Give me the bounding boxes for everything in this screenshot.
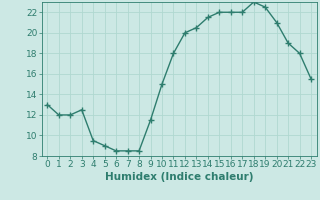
X-axis label: Humidex (Indice chaleur): Humidex (Indice chaleur): [105, 172, 253, 182]
